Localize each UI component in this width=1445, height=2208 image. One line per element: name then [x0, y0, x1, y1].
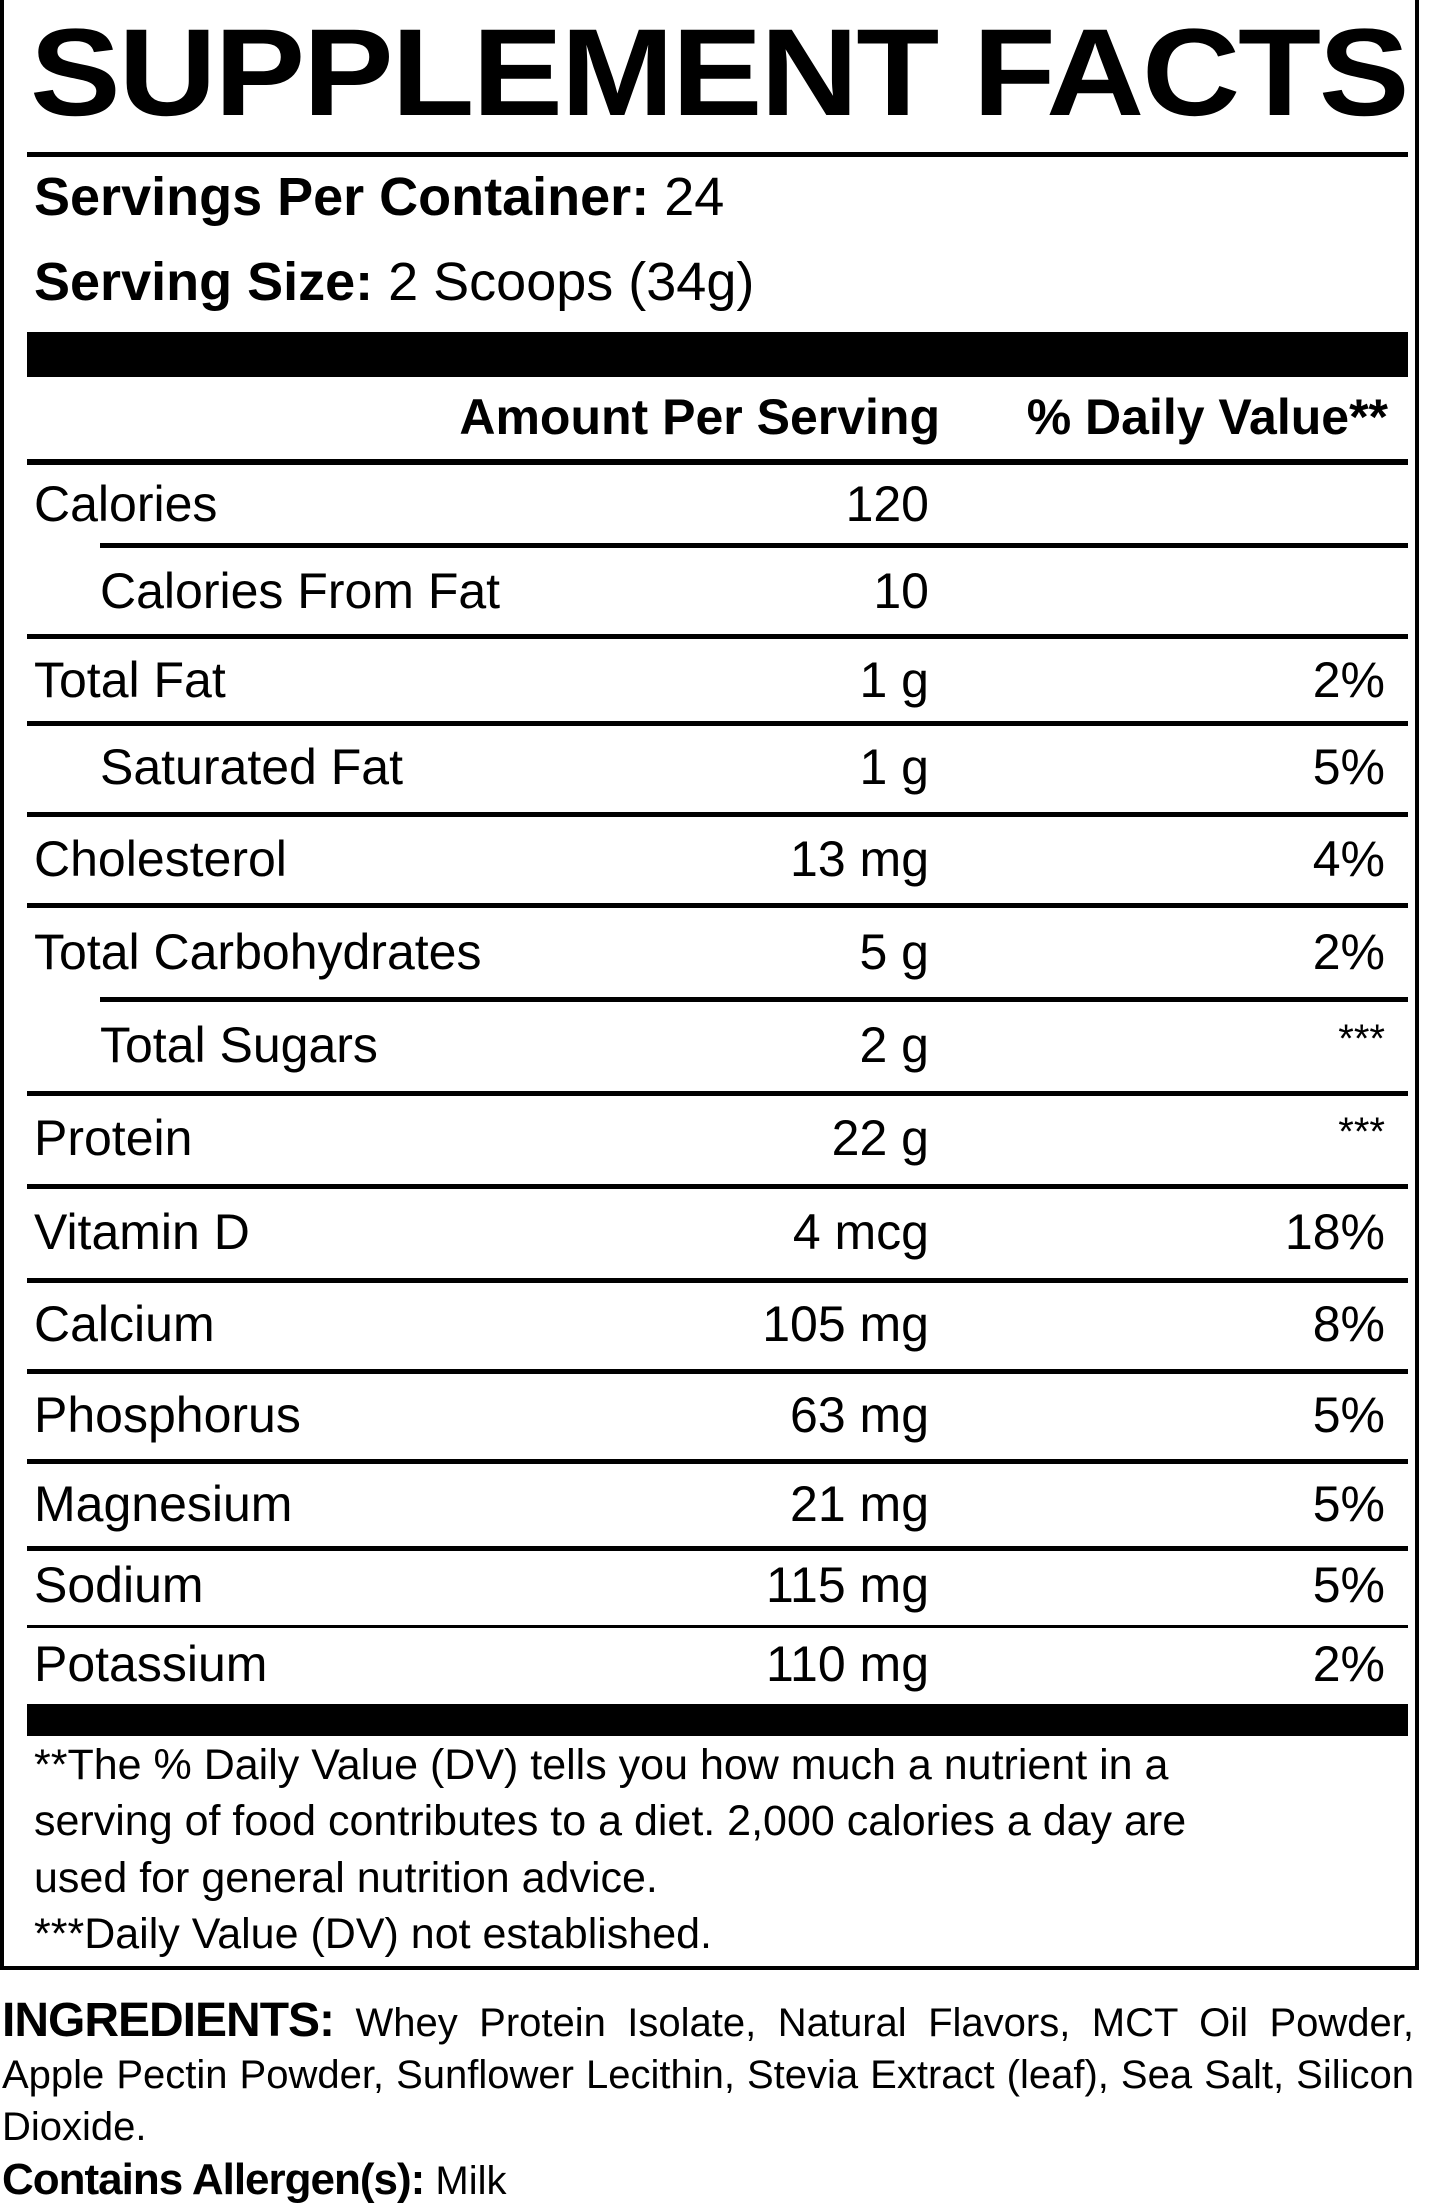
nutrient-daily-value: ***	[1338, 1017, 1385, 1061]
nutrient-amount: 115 mg	[765, 1557, 929, 1613]
row-divider	[100, 543, 1408, 548]
footnote-line: used for general nutrition advice.	[34, 1854, 658, 1902]
nutrient-amount: 22 g	[831, 1110, 929, 1166]
nutrient-name: Potassium	[34, 1636, 268, 1692]
nutrient-amount: 105 mg	[762, 1296, 929, 1352]
nutrient-daily-value: 5%	[1312, 1476, 1385, 1532]
panel-title: SUPPLEMENT FACTS	[30, 4, 1410, 142]
nutrient-daily-value: 8%	[1312, 1296, 1385, 1352]
nutrient-name: Total Fat	[34, 652, 226, 708]
nutrient-daily-value: 2%	[1312, 1636, 1385, 1692]
nutrient-amount: 4 mcg	[792, 1204, 929, 1260]
nutrient-name: Total Sugars	[100, 1017, 378, 1073]
nutrient-daily-value: 2%	[1312, 924, 1385, 980]
nutrient-daily-value: 5%	[1312, 1557, 1385, 1613]
nutrient-amount: 21 mg	[790, 1476, 929, 1532]
nutrient-name: Sodium	[34, 1557, 204, 1613]
daily-value-column-header: % Daily Value**	[1026, 389, 1388, 445]
row-divider	[27, 721, 1408, 726]
nutrient-name: Protein	[34, 1110, 193, 1166]
divider	[27, 152, 1408, 157]
allergen-statement: Contains Allergen(s): Milk	[2, 2155, 507, 2204]
nutrient-amount: 10	[873, 563, 929, 619]
nutrient-name: Vitamin D	[34, 1204, 250, 1260]
nutrient-amount: 2 g	[859, 1017, 929, 1073]
nutrient-name: Phosphorus	[34, 1387, 301, 1443]
nutrient-amount: 63 mg	[790, 1387, 929, 1443]
nutrient-amount: 110 mg	[765, 1636, 929, 1692]
row-divider	[27, 634, 1408, 639]
row-divider	[27, 812, 1408, 817]
thick-divider	[27, 1704, 1408, 1736]
nutrient-amount: 120	[845, 476, 929, 532]
nutrient-daily-value: 18%	[1284, 1204, 1385, 1260]
row-divider	[27, 1459, 1408, 1464]
nutrient-daily-value: 2%	[1312, 652, 1385, 708]
row-divider	[27, 1184, 1408, 1189]
nutrient-amount: 1 g	[859, 652, 929, 708]
row-divider	[27, 1625, 1408, 1628]
servings-per-container: Servings Per Container: 24	[34, 167, 725, 227]
thick-divider	[27, 332, 1408, 377]
nutrient-daily-value: 5%	[1312, 739, 1385, 795]
nutrient-amount: 1 g	[859, 739, 929, 795]
nutrient-daily-value: ***	[1338, 1110, 1385, 1154]
row-divider	[27, 1278, 1408, 1283]
footnote-line: ***Daily Value (DV) not established.	[34, 1910, 712, 1958]
nutrient-name: Calcium	[34, 1296, 215, 1352]
row-divider	[27, 903, 1408, 908]
row-divider	[27, 1091, 1408, 1096]
nutrient-name: Total Carbohydrates	[34, 924, 482, 980]
nutrient-name: Calories From Fat	[100, 563, 501, 619]
row-divider	[27, 1546, 1408, 1551]
nutrient-name: Magnesium	[34, 1476, 293, 1532]
nutrient-name: Calories	[34, 476, 218, 532]
divider	[27, 459, 1408, 465]
supplement-facts-panel	[0, 0, 1419, 1970]
amount-column-header: Amount Per Serving	[459, 389, 940, 445]
row-divider	[100, 997, 1408, 1002]
footnote-line: **The % Daily Value (DV) tells you how m…	[34, 1741, 1169, 1789]
nutrient-daily-value: 5%	[1312, 1387, 1385, 1443]
row-divider	[27, 1369, 1408, 1374]
nutrient-amount: 13 mg	[790, 831, 929, 887]
ingredients: INGREDIENTS: Whey Protein Isolate, Natur…	[2, 1994, 1414, 2150]
serving-size: Serving Size: 2 Scoops (34g)	[34, 252, 755, 312]
nutrient-daily-value: 4%	[1312, 831, 1385, 887]
nutrient-amount: 5 g	[859, 924, 929, 980]
nutrient-name: Saturated Fat	[100, 739, 403, 795]
nutrient-name: Cholesterol	[34, 831, 287, 887]
footnote-line: serving of food contributes to a diet. 2…	[34, 1797, 1187, 1845]
